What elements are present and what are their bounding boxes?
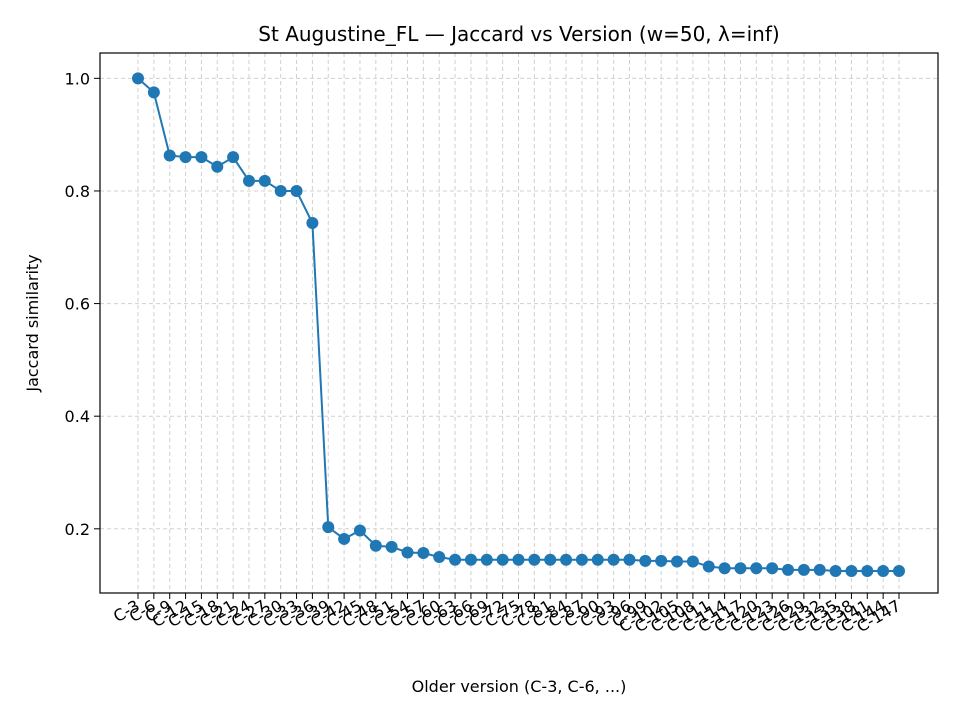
data-point xyxy=(242,174,255,187)
data-point xyxy=(195,151,208,164)
y-axis-label: Jaccard similarity xyxy=(23,254,42,392)
data-point xyxy=(877,565,890,578)
data-point xyxy=(353,524,366,537)
x-axis-label: Older version (C-3, C-6, ...) xyxy=(412,677,627,696)
data-point xyxy=(845,565,858,578)
data-point xyxy=(132,72,144,85)
y-tick-label: 0.2 xyxy=(65,520,90,539)
y-tick-label: 1.0 xyxy=(65,69,90,88)
data-point xyxy=(544,553,557,566)
data-point xyxy=(227,151,240,164)
data-point xyxy=(258,174,271,187)
grid xyxy=(100,53,938,593)
data-point xyxy=(512,553,525,566)
data-point xyxy=(496,553,509,566)
y-tick-label: 0.6 xyxy=(65,295,90,314)
data-point xyxy=(211,160,224,173)
data-point xyxy=(401,546,414,559)
data-point xyxy=(718,562,731,575)
data-point xyxy=(464,553,477,566)
y-tick-label: 0.4 xyxy=(65,407,90,426)
data-point xyxy=(655,554,668,567)
data-point xyxy=(290,184,303,197)
data-point xyxy=(322,521,335,534)
axes: C-3C-6C-9C-12C-15C-18C-21C-24C-27C-30C-3… xyxy=(65,69,904,636)
data-point xyxy=(750,562,763,575)
data-point xyxy=(274,184,287,197)
data-point xyxy=(591,553,604,566)
data-point xyxy=(449,553,462,566)
data-point xyxy=(607,553,620,566)
data-point xyxy=(813,563,826,576)
data-point xyxy=(702,560,715,573)
data-point xyxy=(782,563,795,576)
data-point xyxy=(179,151,192,164)
data-point xyxy=(686,555,699,568)
data-point xyxy=(480,553,493,566)
data-point xyxy=(417,547,430,560)
data-point xyxy=(528,553,541,566)
data-point xyxy=(147,86,160,99)
data-point xyxy=(433,550,446,563)
data-point xyxy=(829,565,842,578)
data-point xyxy=(560,553,573,566)
data-point xyxy=(385,540,398,553)
data-point xyxy=(163,149,176,162)
data-point xyxy=(639,554,652,567)
data-point xyxy=(338,532,351,545)
data-point xyxy=(306,217,319,230)
data-point xyxy=(575,553,588,566)
data-point xyxy=(623,553,636,566)
chart-title: St Augustine_FL — Jaccard vs Version (w=… xyxy=(258,22,779,46)
y-tick-label: 0.8 xyxy=(65,182,90,201)
data-point xyxy=(369,539,382,552)
data-point xyxy=(861,565,874,578)
data-point xyxy=(893,565,905,578)
data-point xyxy=(766,562,779,575)
data-point xyxy=(671,555,684,568)
plot-area xyxy=(132,72,905,578)
data-point xyxy=(797,563,810,576)
data-point xyxy=(734,562,747,575)
